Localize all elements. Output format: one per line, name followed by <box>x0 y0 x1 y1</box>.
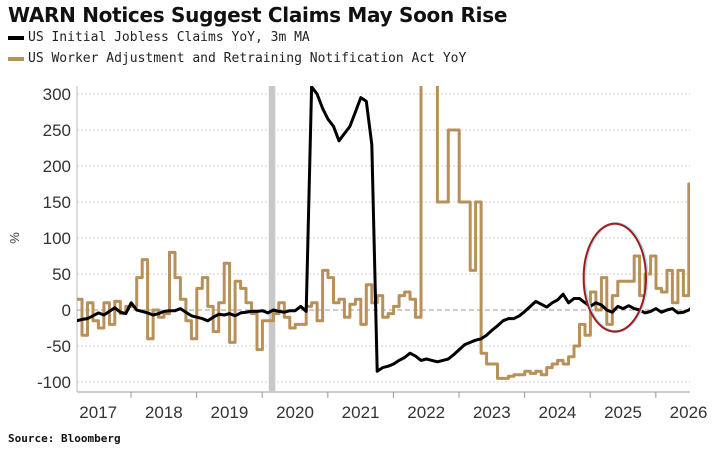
x-tick-label: 2023 <box>473 403 511 422</box>
y-tick-label: 250 <box>43 121 71 140</box>
y-tick-label: 0 <box>62 301 71 320</box>
x-tick-label: 2021 <box>342 403 380 422</box>
x-tick-label: 2017 <box>79 403 117 422</box>
x-tick-label: 2026 <box>670 403 708 422</box>
x-tick-label: 2025 <box>604 403 642 422</box>
legend-swatch-black <box>8 35 24 40</box>
y-tick-label: 150 <box>43 193 71 212</box>
y-axis-unit-label: % <box>7 232 22 244</box>
y-tick-label: 100 <box>43 229 71 248</box>
x-tick-label: 2022 <box>407 403 445 422</box>
highlight-ellipse <box>582 222 647 333</box>
x-tick-label: 2019 <box>210 403 248 422</box>
x-tick-label: 2024 <box>538 403 576 422</box>
legend-label: US Worker Adjustment and Retraining Noti… <box>28 51 467 66</box>
x-tick-label: 2018 <box>145 403 183 422</box>
y-tick-label: 200 <box>43 157 71 176</box>
legend-swatch-gold <box>8 56 24 61</box>
legend-item-warn: US Worker Adjustment and Retraining Noti… <box>8 51 466 66</box>
y-tick-label: -50 <box>46 337 71 356</box>
recession-shading <box>268 86 276 391</box>
source-note: Source: Bloomberg <box>8 432 121 445</box>
series-warn-notices <box>77 86 690 380</box>
y-tick-label: 300 <box>43 85 71 104</box>
series-jobless-claims <box>77 86 690 373</box>
chart-title: WARN Notices Suggest Claims May Soon Ris… <box>8 3 508 27</box>
legend-item-jobless-claims: US Initial Jobless Claims YoY, 3m MA <box>8 30 310 45</box>
x-tick-label: 2020 <box>276 403 314 422</box>
legend-label: US Initial Jobless Claims YoY, 3m MA <box>28 30 310 45</box>
y-tick-label: -100 <box>37 373 71 392</box>
y-tick-label: 50 <box>52 265 71 284</box>
